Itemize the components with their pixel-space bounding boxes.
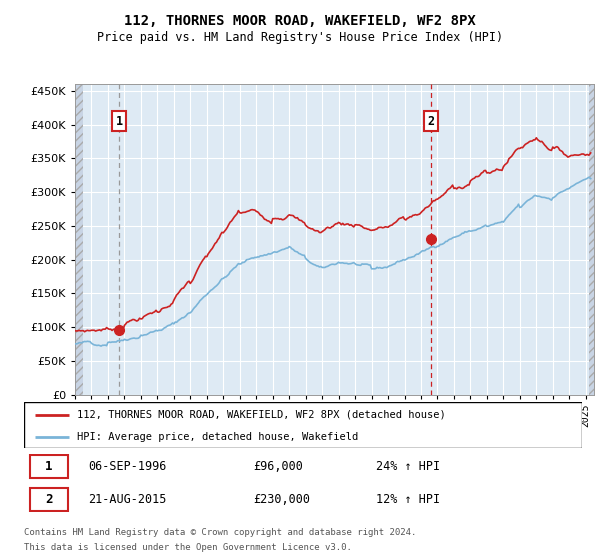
- Text: 12% ↑ HPI: 12% ↑ HPI: [376, 493, 440, 506]
- FancyBboxPatch shape: [29, 488, 68, 511]
- Text: 2: 2: [45, 493, 52, 506]
- Text: 112, THORNES MOOR ROAD, WAKEFIELD, WF2 8PX: 112, THORNES MOOR ROAD, WAKEFIELD, WF2 8…: [124, 14, 476, 28]
- Text: Contains HM Land Registry data © Crown copyright and database right 2024.: Contains HM Land Registry data © Crown c…: [24, 528, 416, 536]
- Text: 1: 1: [45, 460, 52, 473]
- Text: This data is licensed under the Open Government Licence v3.0.: This data is licensed under the Open Gov…: [24, 543, 352, 552]
- Text: 1: 1: [115, 115, 122, 128]
- Text: Price paid vs. HM Land Registry's House Price Index (HPI): Price paid vs. HM Land Registry's House …: [97, 31, 503, 44]
- Text: £96,000: £96,000: [253, 460, 302, 473]
- Text: 06-SEP-1996: 06-SEP-1996: [88, 460, 167, 473]
- Text: 21-AUG-2015: 21-AUG-2015: [88, 493, 167, 506]
- Bar: [75, 84, 83, 395]
- Text: 112, THORNES MOOR ROAD, WAKEFIELD, WF2 8PX (detached house): 112, THORNES MOOR ROAD, WAKEFIELD, WF2 8…: [77, 410, 446, 420]
- FancyBboxPatch shape: [24, 402, 582, 448]
- Bar: [589, 84, 596, 395]
- Text: £230,000: £230,000: [253, 493, 310, 506]
- FancyBboxPatch shape: [29, 455, 68, 478]
- Text: 24% ↑ HPI: 24% ↑ HPI: [376, 460, 440, 473]
- Text: HPI: Average price, detached house, Wakefield: HPI: Average price, detached house, Wake…: [77, 432, 358, 441]
- Text: 2: 2: [428, 115, 435, 128]
